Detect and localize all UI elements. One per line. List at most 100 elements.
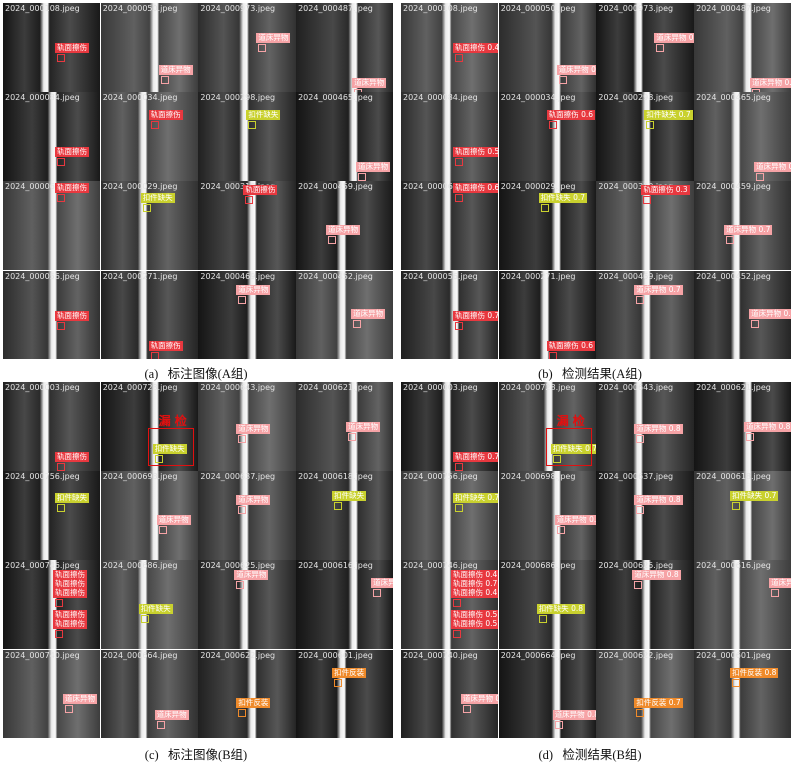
label: 道床异物 0.8 xyxy=(552,709,596,720)
image-tile: 2024_000487.jpeg 道床异物 0.8 xyxy=(694,3,792,92)
label: 道床异物 xyxy=(236,495,271,506)
missed-note: 漏检 xyxy=(556,414,589,428)
label: 道床异物 xyxy=(351,308,386,319)
image-tile: 2024_000050.jpeg 道床异物 xyxy=(100,3,198,92)
label: 轨面擦伤 0.7 xyxy=(453,310,499,321)
image-tile: 2024_000003.jpeg 轨面擦伤 xyxy=(3,382,101,471)
label: 道床异物 xyxy=(236,284,271,295)
bbox xyxy=(455,504,463,513)
file-name: 2024_000452.jpeg xyxy=(696,271,771,281)
label: 轨面擦伤 xyxy=(148,110,183,121)
bbox xyxy=(552,455,561,463)
file-name: 2024_000973.jpeg xyxy=(200,4,276,13)
label: 道床异物 0.8 xyxy=(750,78,792,88)
bbox xyxy=(726,236,735,245)
file-name: 2024_000469.jpeg xyxy=(598,271,674,281)
bbox xyxy=(57,504,65,513)
label: 道床异物 xyxy=(769,578,792,589)
file-name: 2024_000740.jpeg xyxy=(5,650,80,660)
bbox xyxy=(57,194,65,203)
file-name: 2024_000601.jpeg xyxy=(298,650,373,660)
label: 道床异物 0.8 xyxy=(461,693,499,704)
image-tile: 2024_000056.jpeg 轨面擦伤 0.7 xyxy=(401,270,499,360)
file-name: 2024_000310.jpeg xyxy=(200,182,276,192)
label: 轨面擦伤 xyxy=(53,619,87,630)
bbox xyxy=(540,204,549,213)
bbox xyxy=(238,708,247,717)
image-tile: 2024_000271.jpeg 轨面擦伤 xyxy=(100,270,198,360)
bbox xyxy=(455,158,463,167)
label: 轨面擦伤 0.6 xyxy=(546,110,595,121)
bbox xyxy=(453,599,461,608)
label: 扣件缺失 xyxy=(152,444,187,454)
file-name: 2024_000050.jpeg xyxy=(102,4,178,13)
image-tile: 2024_000465.jpeg 道床异物 0.8 xyxy=(694,92,792,181)
label: 轨面擦伤 xyxy=(55,183,89,194)
label: 轨面擦伤 xyxy=(53,610,87,621)
file-name: 2024_000108.jpeg xyxy=(403,4,478,13)
file-name: 2024_000728.jpeg xyxy=(102,383,178,392)
label: 扣件反装 0.7 xyxy=(634,697,683,708)
bbox xyxy=(142,204,151,213)
image-tile: 2024_000029.jpeg 扣件缺失 0.7 xyxy=(498,181,596,271)
label: 扣件缺失 0.7 xyxy=(538,193,587,204)
label: 轨面擦伤 0.5 xyxy=(451,619,499,630)
label: 轨面擦伤 xyxy=(148,340,183,351)
file-name: 2024_000616.jpeg xyxy=(298,561,373,571)
file-name: 2024_000625.jpeg xyxy=(200,561,276,571)
file-name: 2024_000622.jpeg xyxy=(598,650,674,660)
file-name: 2024_000740.jpeg xyxy=(403,650,478,660)
label: 轨面擦伤 0.4 xyxy=(451,570,499,581)
image-tile: 2024_000637.jpeg 道床异物 0.8 xyxy=(596,471,694,560)
bbox xyxy=(634,581,643,590)
bbox xyxy=(156,720,165,729)
bbox xyxy=(334,678,343,687)
caption: (a) 标注图像(A组) xyxy=(144,367,248,381)
file-name: 2024_000034.jpeg xyxy=(500,93,576,103)
image-tile: 2024_000452.jpeg 道床异物 xyxy=(296,270,394,360)
file-name: 2024_000746.jpeg xyxy=(5,561,80,571)
file-name: 2024_000487.jpeg xyxy=(696,4,771,13)
file-name: 2024_000310.jpeg xyxy=(598,182,674,192)
image-tile: 2024_000746.jpeg 轨面擦伤 轨面擦伤 轨面擦伤 轨面擦伤 轨面擦伤 xyxy=(3,560,101,650)
file-name: 2024_000469.jpeg xyxy=(200,271,276,281)
label: 扣件缺失 0.7 xyxy=(644,110,693,121)
file-name: 2024_000618.jpeg xyxy=(696,472,771,482)
file-name: 2024_000698.jpeg xyxy=(102,472,178,482)
label: 道床异物 xyxy=(236,424,271,434)
label: 轨面擦伤 0.4 xyxy=(451,588,499,599)
image-tile: 2024_000063.jpeg 轨面擦伤 0.6 xyxy=(401,181,499,271)
image-tile: 2024_000618.jpeg 扣件缺失 xyxy=(296,471,394,560)
caption: (b) 检测结果(A组) xyxy=(538,367,642,381)
bbox xyxy=(57,158,65,167)
caption: (c) 标注图像(B组) xyxy=(144,748,248,762)
file-name: 2024_000108.jpeg xyxy=(5,4,80,13)
label: 道床异物 0.8 xyxy=(632,570,681,581)
label: 扣件反装 0.8 xyxy=(730,667,779,678)
label: 轨面擦伤 xyxy=(243,185,278,196)
file-name: 2024_000746.jpeg xyxy=(403,561,478,571)
bbox xyxy=(154,455,163,463)
bbox xyxy=(732,678,741,687)
bbox xyxy=(150,351,159,360)
label: 扣件缺失 0.8 xyxy=(536,604,585,615)
file-name: 2024_000452.jpeg xyxy=(298,271,373,281)
bbox xyxy=(636,708,645,717)
file-name: 2024_000298.jpeg xyxy=(598,93,674,103)
bbox xyxy=(248,121,257,130)
label: 道床异物 0.8 xyxy=(634,424,683,434)
image-tile: 2024_000050.jpeg 道床异物 0.8 xyxy=(498,3,596,92)
bbox xyxy=(150,121,159,130)
image-tile: 2024_000310.jpeg 轨面擦伤 0.3 xyxy=(596,181,694,271)
file-name: 2024_000728.jpeg xyxy=(500,383,576,392)
bbox xyxy=(238,435,247,443)
bbox xyxy=(538,615,547,624)
label: 道床异物 xyxy=(154,709,189,720)
image-tile: 2024_000469.jpeg 道床异物 xyxy=(198,270,296,360)
file-name: 2024_000298.jpeg xyxy=(200,93,276,103)
label: 扣件缺失 0.7 xyxy=(730,491,779,502)
file-name: 2024_000465.jpeg xyxy=(696,93,771,103)
label: 道床异物 0.8 xyxy=(749,308,792,319)
label: 道床异物 0.7 xyxy=(634,284,683,295)
